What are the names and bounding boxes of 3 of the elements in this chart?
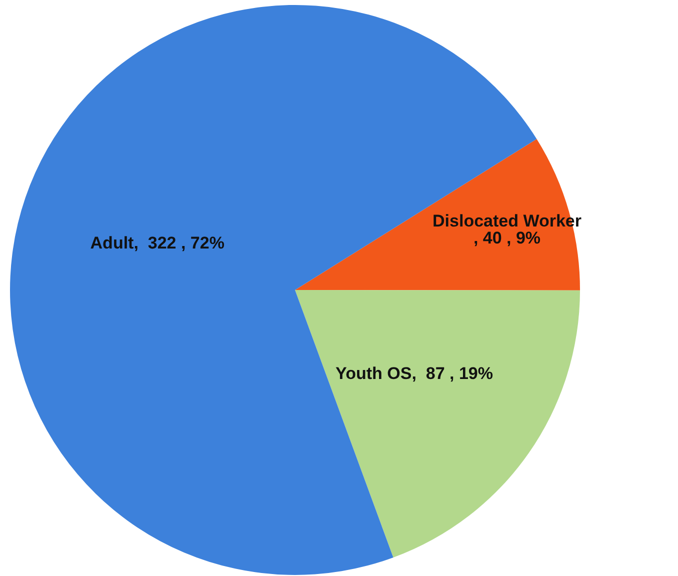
- data-label: , 40 , 9%: [473, 228, 541, 248]
- slice-label: Youth OS, 87 , 19%: [336, 364, 493, 383]
- slice-label: Adult, 322 , 72%: [90, 233, 224, 252]
